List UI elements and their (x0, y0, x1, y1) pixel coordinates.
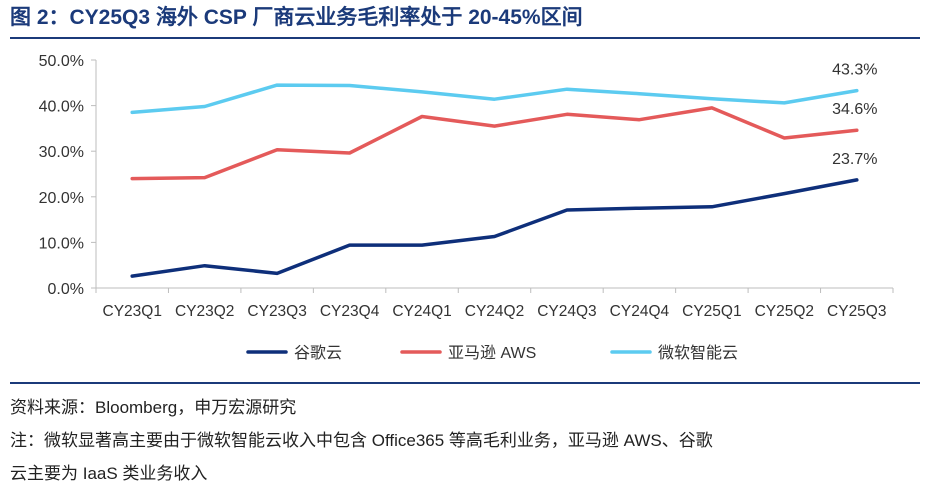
axis-layer: 0.0% 10.0% 20.0% 30.0% 40.0% 50.0% CY23Q1 CY23Q… (39, 53, 894, 320)
x-tick-label: CY24Q1 (392, 303, 451, 320)
legend-label-2: 微软智能云 (658, 344, 738, 362)
line-chart: 0.0% 10.0% 20.0% 30.0% 40.0% 50.0% CY23Q1 CY23Q… (39, 53, 894, 362)
x-tick-label: CY24Q4 (610, 303, 670, 320)
data-label-0: 23.7% (832, 151, 877, 168)
data-label-1: 34.6% (832, 101, 877, 118)
legend: 谷歌云 亚马逊 AWS 微软智能云 (246, 344, 738, 362)
source-divider (10, 382, 920, 384)
title-divider (10, 37, 920, 39)
data-label-2: 43.3% (832, 62, 877, 79)
x-tick-label: CY23Q2 (175, 303, 234, 320)
x-tick-label: CY25Q2 (755, 303, 814, 320)
series-line-0 (130, 178, 859, 278)
series-line-1 (130, 106, 859, 181)
y-tick-label: 40.0% (39, 99, 84, 116)
y-tick-label: 20.0% (39, 190, 84, 207)
x-tick-label: CY25Q1 (682, 303, 741, 320)
y-tick-label: 30.0% (39, 144, 84, 161)
footnote-line-2: 云主要为 IaaS 类业务收入 (10, 464, 208, 483)
legend-label-0: 谷歌云 (294, 344, 342, 362)
footnote-line-1: 注：微软显著高主要由于微软智能云收入中包含 Office365 等高毛利业务，亚… (10, 431, 713, 450)
figure-title: 图 2：CY25Q3 海外 CSP 厂商云业务毛利率处于 20-45%区间 (10, 6, 583, 29)
notes-block: 资料来源：Bloomberg，申万宏源研究 注：微软显著高主要由于微软智能云收入… (10, 394, 920, 493)
x-tick-label: CY24Q3 (537, 303, 596, 320)
series-layer (130, 83, 859, 278)
label-layer: 23.7% 34.6% 43.3% (832, 62, 877, 168)
y-tick-label: 0.0% (48, 281, 84, 298)
x-tick-label: CY23Q4 (320, 303, 380, 320)
legend-label-1: 亚马逊 AWS (448, 344, 536, 362)
y-tick-label: 10.0% (39, 235, 84, 252)
x-tick-label: CY23Q3 (247, 303, 306, 320)
series-line-2 (130, 83, 859, 115)
x-tick-label: CY24Q2 (465, 303, 524, 320)
source-note: 资料来源：Bloomberg，申万宏源研究 (10, 398, 297, 417)
x-tick-label: CY23Q1 (103, 303, 162, 320)
x-tick-label: CY25Q3 (827, 303, 886, 320)
y-tick-label: 50.0% (39, 53, 84, 70)
